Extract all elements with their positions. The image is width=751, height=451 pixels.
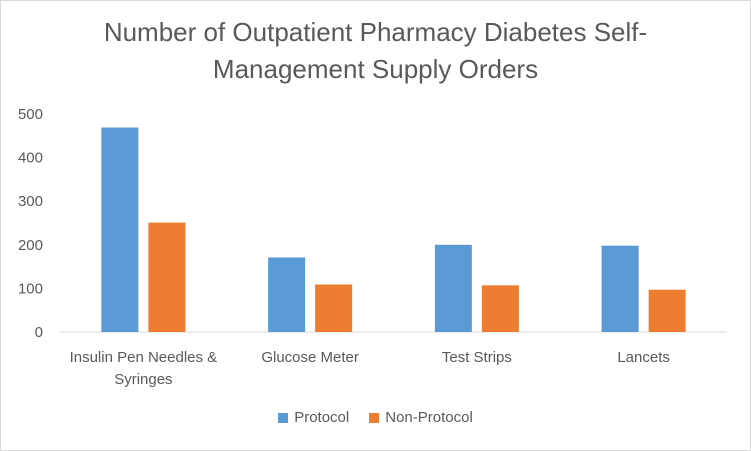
category-label-2: Glucose Meter	[261, 349, 359, 366]
category-label-4: Lancets	[617, 349, 670, 366]
category-label-3: Test Strips	[442, 349, 512, 366]
category-label-1-line-2: Syringes	[114, 371, 172, 388]
y-tick-label-500: 500	[18, 106, 43, 123]
bar-non-protocol-3	[481, 285, 519, 332]
bar-protocol-1	[101, 127, 139, 333]
legend-swatch-non-protocol	[369, 412, 380, 423]
legend-swatch-protocol	[278, 412, 289, 423]
y-tick-label-200: 200	[18, 237, 43, 254]
bar-non-protocol-1	[148, 222, 186, 332]
bar-protocol-3	[434, 244, 472, 332]
legend: Protocol Non-Protocol	[0, 409, 751, 426]
y-tick-label-400: 400	[18, 150, 43, 167]
legend-item-non-protocol: Non-Protocol	[369, 409, 473, 426]
category-label-1-line-1: Insulin Pen Needles &	[70, 349, 218, 366]
y-tick-label-0: 0	[35, 324, 43, 341]
bar-non-protocol-4	[648, 289, 686, 332]
legend-label-non-protocol: Non-Protocol	[385, 409, 473, 426]
y-tick-label-300: 300	[18, 193, 43, 210]
chart-title: Number of Outpatient Pharmacy Diabetes S…	[103, 17, 648, 84]
bar-protocol-4	[601, 245, 639, 332]
legend-item-protocol: Protocol	[278, 409, 349, 426]
y-tick-label-100: 100	[18, 280, 43, 297]
bar-protocol-2	[268, 257, 306, 332]
bar-non-protocol-2	[315, 284, 353, 332]
legend-label-protocol: Protocol	[294, 409, 350, 426]
